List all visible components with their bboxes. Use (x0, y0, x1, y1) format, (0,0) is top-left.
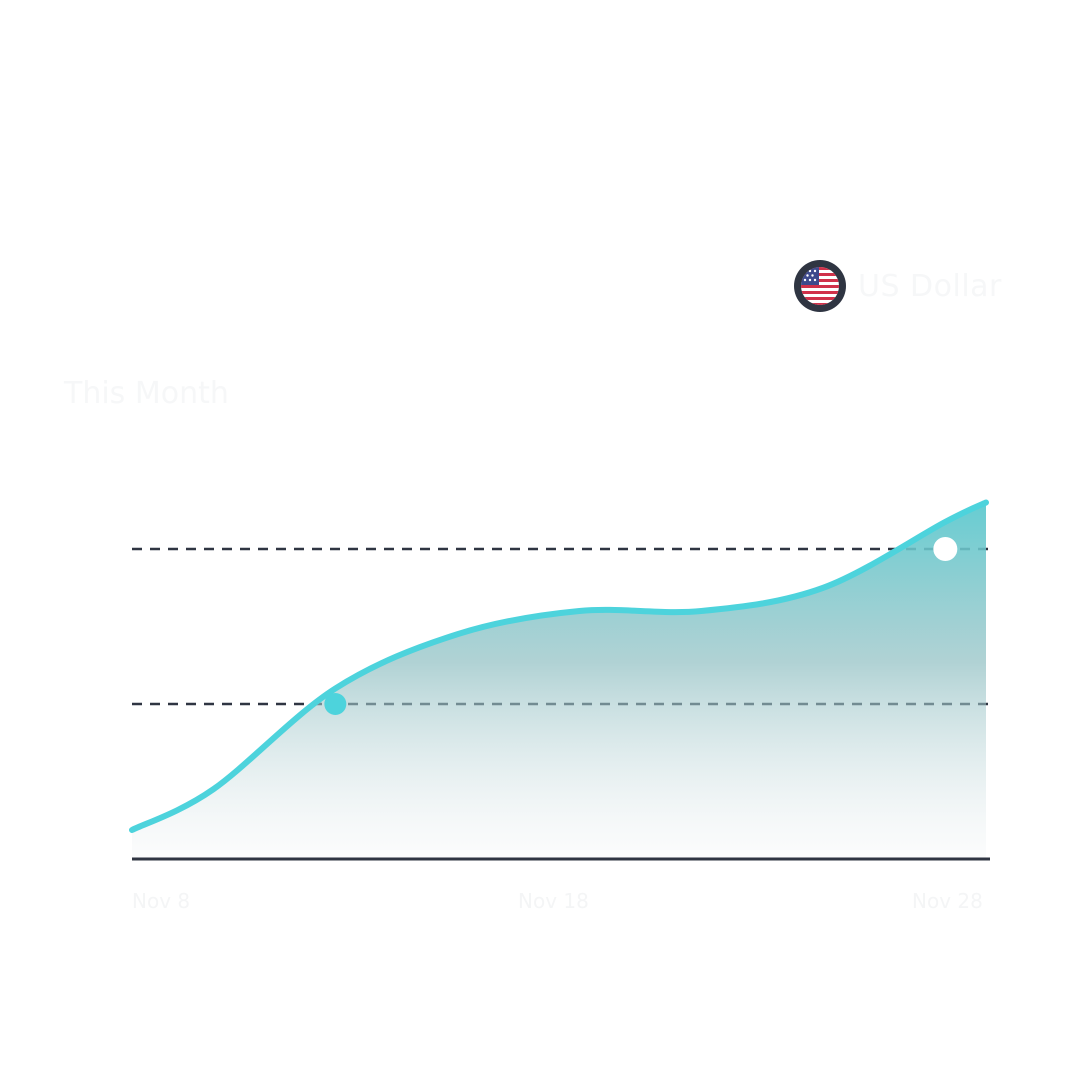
highlight-point-0[interactable] (324, 693, 347, 715)
period-label: This Month (64, 376, 229, 411)
series-line (129, 499, 989, 833)
us-flag-icon (794, 260, 846, 312)
x-tick-label-1: Nov 18 (518, 889, 589, 913)
highlight-point-1[interactable] (933, 537, 958, 561)
area-fill (132, 502, 986, 859)
x-tick-label-2: Nov 28 (912, 889, 983, 913)
currency-selector[interactable]: US Dollar (794, 260, 1002, 312)
x-tick-label-0: Nov 8 (132, 889, 190, 913)
currency-label: US Dollar (858, 268, 1002, 304)
